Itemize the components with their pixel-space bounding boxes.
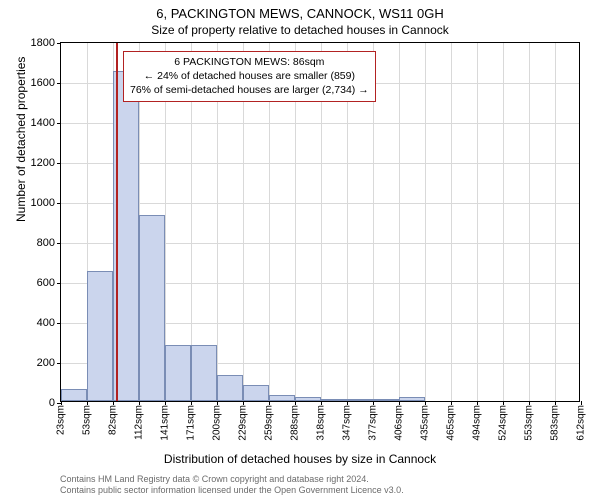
x-tick-label: 112sqm [134, 405, 145, 440]
x-tick-label: 259sqm [264, 405, 275, 441]
y-axis-label: Number of detached properties [14, 57, 28, 222]
footer-attribution: Contains HM Land Registry data © Crown c… [60, 474, 404, 497]
x-tick-label: 583sqm [550, 405, 561, 441]
footer-line: Contains HM Land Registry data © Crown c… [60, 474, 404, 485]
histogram-bar [321, 399, 347, 401]
x-tick-label: 524sqm [498, 405, 509, 441]
histogram-bar [139, 215, 165, 401]
x-tick-label: 494sqm [472, 405, 483, 441]
histogram-bar [61, 389, 87, 401]
x-tick-label: 171sqm [186, 405, 197, 441]
x-tick-label: 200sqm [212, 405, 223, 441]
x-tick-label: 23sqm [56, 405, 67, 435]
annotation-line: 76% of semi-detached houses are larger (… [130, 83, 369, 97]
x-tick-label: 53sqm [82, 405, 93, 435]
histogram-bar [269, 395, 295, 401]
x-tick-label: 141sqm [160, 405, 171, 441]
histogram-bar [373, 399, 399, 401]
page-title: 6, PACKINGTON MEWS, CANNOCK, WS11 0GH [0, 0, 600, 21]
y-tick-label: 800 [37, 237, 55, 249]
y-tick-label: 200 [37, 357, 55, 369]
annotation-line: 6 PACKINGTON MEWS: 86sqm [130, 55, 369, 69]
histogram-bar [217, 375, 243, 401]
histogram-bar [87, 271, 113, 401]
x-tick-label: 377sqm [368, 405, 379, 441]
x-tick-label: 318sqm [316, 405, 327, 441]
y-tick-label: 400 [37, 317, 55, 329]
histogram-bar [165, 345, 191, 401]
x-tick-label: 465sqm [446, 405, 457, 441]
y-tick-label: 1000 [31, 197, 55, 209]
x-tick-label: 288sqm [290, 405, 301, 441]
annotation-box: 6 PACKINGTON MEWS: 86sqm← 24% of detache… [123, 51, 376, 102]
histogram-bar [243, 385, 269, 401]
y-tick-label: 1400 [31, 117, 55, 129]
x-tick-label: 82sqm [108, 405, 119, 435]
x-tick-label: 229sqm [238, 405, 249, 441]
y-tick-label: 1200 [31, 157, 55, 169]
x-tick-label: 612sqm [576, 405, 587, 441]
y-tick-label: 600 [37, 277, 55, 289]
x-tick-label: 435sqm [420, 405, 431, 441]
x-axis-label: Distribution of detached houses by size … [0, 452, 600, 466]
histogram-bar [399, 397, 425, 401]
plot-area: 02004006008001000120014001600180023sqm53… [60, 42, 580, 402]
y-tick-label: 1600 [31, 77, 55, 89]
y-tick-label: 0 [49, 397, 55, 409]
page-subtitle: Size of property relative to detached ho… [0, 21, 600, 37]
property-marker-line [116, 43, 118, 401]
x-tick-label: 553sqm [524, 405, 535, 441]
histogram-bar [191, 345, 217, 401]
x-tick-label: 347sqm [342, 405, 353, 441]
y-tick-label: 1800 [31, 37, 55, 49]
annotation-line: ← 24% of detached houses are smaller (85… [130, 69, 369, 83]
footer-line: Contains public sector information licen… [60, 485, 404, 496]
x-tick-label: 406sqm [394, 405, 405, 441]
chart-area: 02004006008001000120014001600180023sqm53… [60, 42, 580, 402]
histogram-bar [295, 397, 321, 401]
histogram-bar [347, 399, 373, 401]
